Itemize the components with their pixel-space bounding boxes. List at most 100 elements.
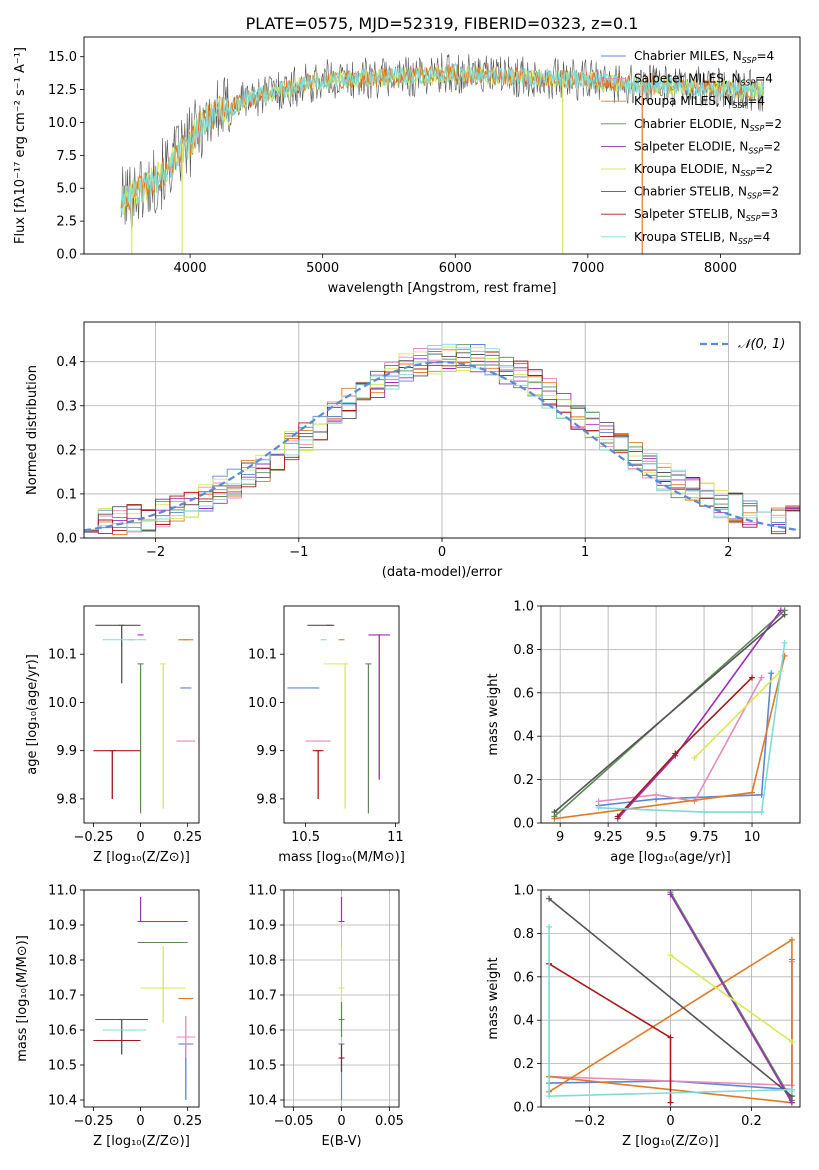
legend-subscript: SSP <box>746 214 761 223</box>
axes-frame <box>83 321 801 539</box>
y-tick-label: 0.4 <box>513 1014 534 1029</box>
axes-residuals: −2 −1 0 1 2 0.0 0.1 0.2 0.3 0.4 (data-model)/error… <box>25 321 801 580</box>
legend-entry: Kroupa STELIB, NSSP=4 <box>634 230 770 246</box>
y-tick-label: 10.5 <box>248 1059 277 1074</box>
axes-frame <box>83 605 200 824</box>
y-tick-label: 0.0 <box>56 532 77 547</box>
weight-series <box>617 609 782 820</box>
weight-marker <box>749 789 756 796</box>
y-tick-label: 0.6 <box>513 970 534 985</box>
legend-value: =4 <box>755 72 773 86</box>
weight-series <box>670 954 793 1043</box>
y-axis-label: mass [log₁₀(M/M⊙)] <box>15 935 30 1062</box>
weight-marker <box>749 674 756 681</box>
legend-subscript: SSP <box>733 101 748 110</box>
weight-marker <box>667 1034 674 1041</box>
y-tick-label: 0.3 <box>56 399 77 414</box>
y-tick-label: 10.0 <box>48 696 77 711</box>
y-tick-label: 9.8 <box>56 792 77 807</box>
y-tick-label: 0.4 <box>513 730 534 745</box>
weight-marker <box>595 804 602 811</box>
y-axis-label: Normed distribution <box>25 365 40 495</box>
figure-title: PLATE=0575, MJD=52319, FIBERID=0323, z=0… <box>246 14 639 33</box>
y-tick-label: 1.0 <box>513 884 534 899</box>
y-tick-label: 10.1 <box>48 648 77 663</box>
y-tick-label: 10.1 <box>248 648 277 663</box>
x-tick-label: 0 <box>136 830 144 845</box>
x-tick-label: 6000 <box>439 261 472 276</box>
x-tick-label: 10.5 <box>291 830 320 845</box>
legend-subscript: SSP <box>748 146 763 155</box>
x-tick-label: −1 <box>289 545 308 560</box>
x-axis-label: wavelength [Angstrom, rest frame] <box>328 281 557 296</box>
weight-marker <box>667 1099 674 1106</box>
x-tick-label: 4000 <box>174 261 207 276</box>
y-tick-label: 12.5 <box>48 83 77 98</box>
weight-marker <box>788 1088 795 1095</box>
x-tick-label: 7000 <box>571 261 604 276</box>
axes-weight-vs-Z: −0.2 0 0.2 0.0 0.2 0.4 0.6 0.8 1.0 Z [log₁₀(Z/Z⊙)… <box>486 884 801 1149</box>
y-tick-label: 10.6 <box>248 1024 277 1039</box>
y-tick-label: 11.0 <box>248 884 277 899</box>
spectrum-series <box>120 65 765 215</box>
legend-subscript: SSP <box>741 169 756 178</box>
legend-subscript: SSP <box>741 79 756 88</box>
weight-marker <box>768 670 775 677</box>
axes-frame <box>83 889 200 1108</box>
x-axis-label: Z [log₁₀(Z/Z⊙)] <box>93 850 190 865</box>
y-tick-label: 2.5 <box>56 215 77 230</box>
legend-value: =4 <box>753 230 771 244</box>
axes-weight-vs-age: 9 9.25 9.5 9.75 10 0.0 0.2 0.4 0.6 0.8 1.0 age [log… <box>486 600 801 865</box>
weight-marker <box>546 1093 553 1100</box>
legend-entry: 𝒩(0, 1) <box>738 337 785 352</box>
y-axis-label: Flux [fλ10⁻¹⁷ erg cm⁻² s⁻¹ A⁻¹] <box>13 47 28 244</box>
axes-frame <box>283 605 400 824</box>
y-tick-label: 10.0 <box>48 116 77 131</box>
x-tick-label: 0 <box>136 1114 144 1129</box>
weight-marker <box>614 813 621 820</box>
y-tick-label: 10.8 <box>48 954 77 969</box>
y-tick-label: 10.0 <box>248 696 277 711</box>
weight-series <box>548 898 793 1097</box>
legend-entry: Salpeter ELODIE, NSSP=2 <box>634 139 781 155</box>
y-tick-label: 10.5 <box>48 1059 77 1074</box>
legend-value: =3 <box>760 207 778 221</box>
x-tick-label: 0.05 <box>375 1114 404 1129</box>
legend: Chabrier MILES, NSSP=4 Salpeter MILES, NS… <box>601 49 782 246</box>
x-tick-label: −2 <box>146 545 165 560</box>
y-tick-label: 10.6 <box>48 1024 77 1039</box>
x-tick-label: 0 <box>438 545 446 560</box>
y-tick-label: 10.7 <box>48 989 77 1004</box>
legend-entry: Chabrier MILES, NSSP=4 <box>634 49 774 65</box>
legend-value: =2 <box>764 117 782 131</box>
axes-mass-vs-ebv: −0.05 0 0.05 10.4 10.5 10.6 10.7 10.8 10.9 11.0 E(… <box>248 884 404 1150</box>
weight-series <box>598 642 786 813</box>
x-tick-label: −0.05 <box>274 1114 314 1129</box>
x-axis-label: mass [log₁₀(M/M⊙)] <box>278 850 405 865</box>
errorbars <box>93 624 196 814</box>
weight-marker <box>781 639 788 646</box>
legend-subscript: SSP <box>750 124 765 133</box>
errorbars <box>338 897 345 1100</box>
weight-marker <box>667 952 674 959</box>
weight-marker <box>546 923 553 930</box>
weight-marker <box>788 936 795 943</box>
y-tick-label: 0.8 <box>513 643 534 658</box>
weight-marker <box>691 754 698 761</box>
y-tick-label: 0.2 <box>513 1057 534 1072</box>
legend-subscript: SSP <box>738 237 753 246</box>
y-tick-label: 0.2 <box>56 443 77 458</box>
legend-entry: Chabrier ELODIE, NSSP=2 <box>634 117 782 133</box>
x-tick-label: 9.25 <box>594 830 623 845</box>
axes-age-vs-mass: 10.5 11 9.8 9.9 10.0 10.1 mass [log₁₀(M/M⊙)] <box>248 605 405 865</box>
x-tick-label: 1 <box>581 545 589 560</box>
x-tick-label: 0.25 <box>173 830 202 845</box>
x-tick-label: −0.25 <box>74 1114 114 1129</box>
weight-marker <box>777 607 784 614</box>
spectrum-lines <box>120 53 765 254</box>
y-tick-label: 7.5 <box>56 149 77 164</box>
y-tick-label: 0.1 <box>56 487 77 502</box>
weight-marker <box>781 611 788 618</box>
x-tick-label: 10 <box>744 830 761 845</box>
